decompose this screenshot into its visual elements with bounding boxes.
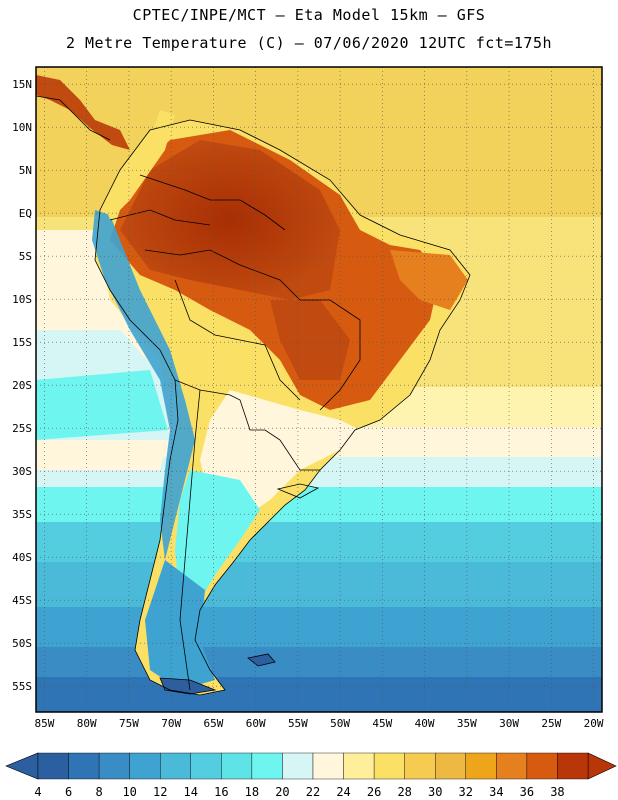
- central-america-land: [36, 75, 130, 150]
- lat-label: 10N: [12, 121, 32, 134]
- colorbar-label: 12: [153, 785, 167, 799]
- lon-label: 20W: [584, 717, 604, 730]
- colorbar-swatch: [129, 752, 161, 780]
- lat-label: 5S: [19, 250, 32, 263]
- lat-label: 10S: [12, 293, 32, 306]
- lon-label: 85W: [35, 717, 55, 730]
- colorbar-swatch: [282, 752, 314, 780]
- lat-label: 30S: [12, 465, 32, 478]
- lon-label: 45W: [372, 717, 392, 730]
- colorbar-label: 4: [34, 785, 41, 799]
- lat-label: 15N: [12, 78, 32, 91]
- colorbar-label: 32: [459, 785, 473, 799]
- lon-label: 50W: [330, 717, 350, 730]
- ocean-band-6: [36, 677, 602, 712]
- colorbar-swatch: [312, 752, 344, 780]
- boundaries: [36, 95, 471, 696]
- andes-cold-strip: [92, 210, 195, 560]
- colorbar-swatch: [557, 752, 589, 780]
- colorbar-swatch: [251, 752, 283, 780]
- lon-label: 25W: [541, 717, 561, 730]
- patagonia-zone: [145, 560, 215, 690]
- colorbar-swatch: [435, 752, 466, 780]
- title-line-2: 2 Metre Temperature (C) – 07/06/2020 12U…: [65, 34, 553, 52]
- lat-label: EQ: [19, 207, 32, 220]
- lat-label: 35S: [12, 508, 32, 521]
- colorbar-swatch: [98, 752, 130, 780]
- tierra-del-fuego: [160, 678, 215, 694]
- colorbar-swatch: [68, 752, 100, 780]
- colorbar-swatch: [221, 752, 253, 780]
- lat-label: 50S: [12, 637, 32, 650]
- field-layer: [36, 67, 602, 712]
- lon-label: 60W: [246, 717, 266, 730]
- ocean-band-12: [36, 562, 602, 607]
- colorbar: 4 6 8 10 12 14 16 18 20 22 24 26 28 30 32 34 36 38: [5, 752, 617, 799]
- colorbar-swatch: [37, 752, 69, 780]
- colorbar-label: 6: [65, 785, 72, 799]
- lon-label: 75W: [119, 717, 139, 730]
- lon-label: 30W: [499, 717, 519, 730]
- colorbar-swatch: [190, 752, 222, 780]
- ocean-band-10: [36, 607, 602, 647]
- colorbar-label: 36: [520, 785, 534, 799]
- colorbar-arrow-low: [5, 752, 39, 780]
- colorbar-label: 28: [397, 785, 411, 799]
- colorbar-label: 10: [122, 785, 136, 799]
- colorbar-label: 26: [367, 785, 381, 799]
- hot-zone-brazil: [270, 300, 350, 380]
- lat-label: 20S: [12, 379, 32, 392]
- pacific-cool-zone-3: [36, 370, 168, 440]
- title-line-1: CPTEC/INPE/MCT – Eta Model 15km – GFS: [132, 6, 486, 24]
- lon-label: 80W: [77, 717, 97, 730]
- colorbar-swatch: [526, 752, 558, 780]
- northeast-zone: [390, 250, 468, 310]
- ocean-band-8: [36, 647, 602, 677]
- lon-label: 65W: [203, 717, 223, 730]
- colorbar-swatch: [404, 752, 436, 780]
- colorbar-label: 24: [336, 785, 350, 799]
- lon-label: 70W: [161, 717, 181, 730]
- colorbar-label: 18: [245, 785, 259, 799]
- colorbar-arrow-high: [587, 752, 617, 780]
- lat-label: 45S: [12, 594, 32, 607]
- lat-label: 15S: [12, 336, 32, 349]
- map-frame: [35, 66, 603, 713]
- lon-label: 35W: [457, 717, 477, 730]
- lon-label: 55W: [288, 717, 308, 730]
- colorbar-swatch: [465, 752, 497, 780]
- lon-label: 40W: [415, 717, 435, 730]
- colorbar-swatch: [160, 752, 191, 780]
- longitude-labels: 85W 80W 75W 70W 65W 60W 55W 50W 45W 40W 35W 30W 25W 2…: [35, 717, 604, 730]
- hot-zone-38: [120, 140, 340, 300]
- colorbar-label: 14: [184, 785, 198, 799]
- ocean-band-18: [36, 487, 602, 522]
- colorbar-swatch: [496, 752, 528, 780]
- colorbar-label: 8: [95, 785, 102, 799]
- land-zone-18: [175, 470, 260, 600]
- latitude-labels: 15N 10N 5N EQ 5S 10S 15S 20S 25S 30S 35S 40S 45S 50S 5…: [12, 78, 32, 693]
- colorbar-label: 38: [550, 785, 564, 799]
- northern-andes: [105, 110, 175, 220]
- lat-label: 55S: [12, 680, 32, 693]
- colorbar-label: 16: [214, 785, 228, 799]
- ocean-band-14: [36, 522, 602, 562]
- lat-label: 40S: [12, 551, 32, 564]
- colorbar-label: 22: [306, 785, 320, 799]
- colorbar-label: 34: [489, 785, 503, 799]
- lat-label: 25S: [12, 422, 32, 435]
- colorbar-swatch: [343, 752, 375, 780]
- lat-label: 5N: [19, 164, 32, 177]
- colorbar-label: 20: [275, 785, 289, 799]
- colorbar-swatch: [373, 752, 405, 780]
- colorbar-label: 30: [428, 785, 442, 799]
